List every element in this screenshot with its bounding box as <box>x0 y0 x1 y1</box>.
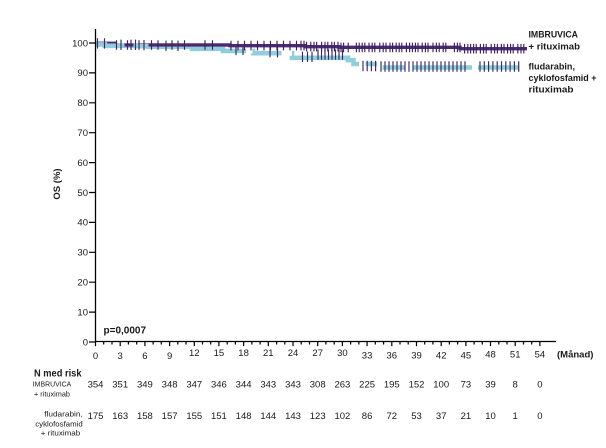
svg-text:347: 347 <box>186 380 202 391</box>
svg-text:343: 343 <box>260 380 276 391</box>
svg-text:155: 155 <box>186 411 202 422</box>
svg-text:50: 50 <box>77 188 88 199</box>
svg-text:102: 102 <box>334 411 350 422</box>
svg-text:157: 157 <box>162 411 178 422</box>
svg-text:6: 6 <box>142 351 147 362</box>
svg-text:fludarabin,: fludarabin, <box>44 410 83 419</box>
svg-text:123: 123 <box>310 411 326 422</box>
svg-text:24: 24 <box>288 348 299 359</box>
svg-text:20: 20 <box>77 278 88 289</box>
svg-text:cyklofosfamid: cyklofosfamid <box>35 420 83 429</box>
svg-text:p=0,0007: p=0,0007 <box>104 326 147 337</box>
svg-text:86: 86 <box>362 411 373 422</box>
svg-text:IMBRUVICA: IMBRUVICA <box>529 30 579 41</box>
svg-text:143: 143 <box>285 411 301 422</box>
svg-text:152: 152 <box>409 380 425 391</box>
svg-text:343: 343 <box>285 380 301 391</box>
svg-text:163: 163 <box>112 411 128 422</box>
svg-text:30: 30 <box>337 348 348 359</box>
svg-text:IMBRUVICA: IMBRUVICA <box>33 380 72 389</box>
svg-text:148: 148 <box>236 411 252 422</box>
svg-text:0: 0 <box>83 337 88 348</box>
svg-text:144: 144 <box>260 411 276 422</box>
svg-text:263: 263 <box>334 380 350 391</box>
svg-text:349: 349 <box>137 380 153 391</box>
svg-text:10: 10 <box>77 307 88 318</box>
svg-text:351: 351 <box>112 380 128 391</box>
svg-text:0: 0 <box>537 411 542 422</box>
svg-text:37: 37 <box>436 411 447 422</box>
svg-text:1: 1 <box>513 411 518 422</box>
svg-text:0: 0 <box>537 380 542 391</box>
svg-text:36: 36 <box>387 351 398 362</box>
svg-text:(Månad): (Månad) <box>557 350 593 361</box>
svg-text:rituximab: rituximab <box>529 85 574 96</box>
svg-text:40: 40 <box>77 218 88 229</box>
svg-text:+ rituximab: + rituximab <box>41 429 81 438</box>
svg-text:12: 12 <box>189 348 200 359</box>
svg-text:90: 90 <box>77 68 88 79</box>
svg-text:53: 53 <box>411 411 422 422</box>
svg-text:33: 33 <box>362 351 373 362</box>
svg-text:15: 15 <box>214 348 225 359</box>
svg-text:72: 72 <box>387 411 398 422</box>
svg-text:151: 151 <box>211 411 227 422</box>
svg-text:fludarabin,: fludarabin, <box>529 62 576 73</box>
svg-text:60: 60 <box>77 158 88 169</box>
svg-text:30: 30 <box>77 248 88 259</box>
svg-text:73: 73 <box>461 380 472 391</box>
svg-text:54: 54 <box>535 350 546 361</box>
svg-text:346: 346 <box>211 380 227 391</box>
svg-text:39: 39 <box>411 351 422 362</box>
svg-text:N med risk: N med risk <box>34 369 82 380</box>
svg-text:OS (%): OS (%) <box>52 168 63 199</box>
svg-text:48: 48 <box>485 350 496 361</box>
svg-text:195: 195 <box>384 380 400 391</box>
svg-text:0: 0 <box>93 351 98 362</box>
svg-text:cyklofosfamid +: cyklofosfamid + <box>529 73 597 84</box>
svg-text:+ rituximab: + rituximab <box>34 390 70 399</box>
svg-text:8: 8 <box>513 380 518 391</box>
svg-text:100: 100 <box>72 38 88 49</box>
svg-text:70: 70 <box>77 128 88 139</box>
svg-text:100: 100 <box>433 380 449 391</box>
svg-text:+ rituximab: + rituximab <box>529 42 581 53</box>
svg-text:354: 354 <box>88 380 104 391</box>
svg-text:42: 42 <box>436 351 447 362</box>
svg-text:80: 80 <box>77 98 88 109</box>
svg-text:21: 21 <box>461 411 472 422</box>
svg-text:45: 45 <box>461 351 472 362</box>
svg-text:344: 344 <box>236 380 252 391</box>
svg-text:308: 308 <box>310 380 326 391</box>
svg-text:39: 39 <box>485 380 496 391</box>
svg-text:18: 18 <box>238 348 249 359</box>
svg-text:158: 158 <box>137 411 153 422</box>
svg-text:3: 3 <box>118 351 123 362</box>
svg-text:348: 348 <box>162 380 178 391</box>
svg-text:175: 175 <box>88 411 104 422</box>
svg-text:51: 51 <box>510 350 521 361</box>
svg-text:9: 9 <box>167 351 172 362</box>
svg-text:10: 10 <box>485 411 496 422</box>
svg-text:27: 27 <box>312 348 323 359</box>
svg-text:225: 225 <box>359 380 375 391</box>
svg-text:21: 21 <box>263 348 274 359</box>
